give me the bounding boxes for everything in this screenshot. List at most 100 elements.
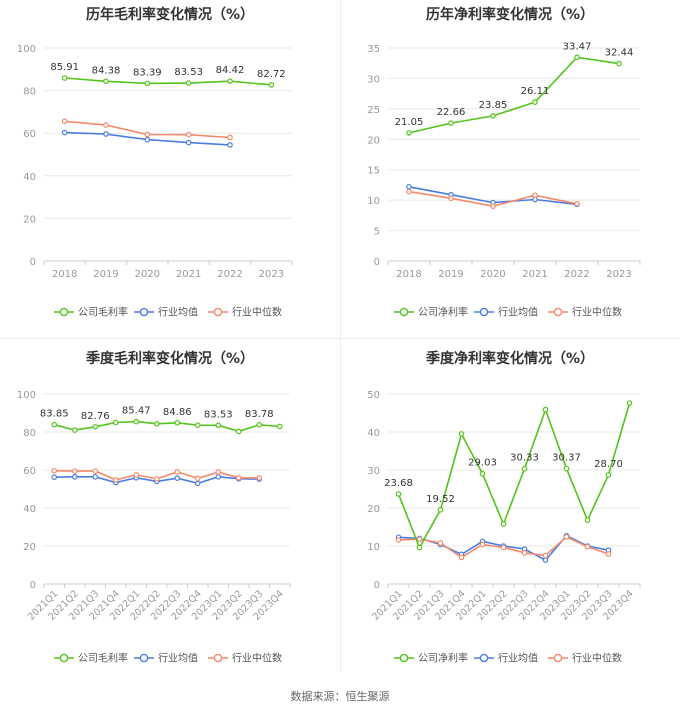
legend-label: 行业中位数 [572, 652, 622, 665]
legend-label: 公司净利率 [418, 652, 468, 665]
data-point-green [490, 113, 496, 119]
data-point-orange [500, 544, 507, 551]
data-point-orange [395, 537, 402, 543]
series-line-green [54, 420, 280, 433]
legend-marker [59, 653, 69, 663]
data-point-green [584, 517, 591, 523]
x-tick-label: 2019 [93, 269, 118, 280]
chart-title: 季度毛利率变化情况（%） [85, 350, 254, 367]
data-point-orange [185, 131, 192, 138]
data-point-orange [71, 468, 78, 474]
panel-divider-horizontal [0, 338, 680, 339]
data-label: 23.85 [479, 100, 508, 111]
data-point-orange [133, 472, 140, 478]
x-tick-label: 2020 [480, 269, 505, 280]
data-point-green [153, 421, 160, 427]
data-point-green [616, 60, 622, 67]
data-point-orange [406, 188, 412, 195]
data-point-blue [215, 474, 222, 480]
data-point-green [542, 406, 549, 413]
data-point-green [194, 422, 201, 428]
y-tick-label: 15 [367, 166, 380, 177]
chart-annual-net-margin: 历年净利率变化情况（%） 0 5 10 15 20 25 30 35 2018 2019 2020 20… [367, 6, 641, 319]
data-point-green [626, 400, 633, 406]
data-point-green [521, 465, 528, 472]
x-tick-label: 2021 [176, 269, 201, 280]
y-tick-label: 10 [367, 196, 380, 207]
legend-marker [59, 307, 69, 317]
y-tick-label: 20 [23, 542, 36, 553]
data-point-green [174, 419, 181, 426]
data-label: 30.33 [510, 453, 539, 464]
data-point-orange [153, 476, 160, 482]
data-label: 23.68 [384, 478, 413, 489]
data-point-green [458, 431, 465, 437]
data-point-blue [227, 142, 233, 148]
y-tick-label: 40 [23, 504, 36, 515]
data-label: 83.53 [204, 409, 233, 420]
data-label: 30.37 [552, 453, 581, 464]
chart-title: 历年净利率变化情况（%） [426, 6, 594, 23]
y-tick-label: 50 [367, 390, 380, 401]
y-tick-label: 80 [23, 87, 36, 98]
data-point-orange [490, 203, 496, 210]
data-point-orange [437, 540, 444, 546]
series-line-green [64, 77, 272, 86]
data-point-orange [605, 551, 612, 557]
data-point-blue [71, 474, 78, 480]
data-label: 82.72 [257, 69, 286, 80]
legend-label: 行业中位数 [232, 306, 282, 319]
data-point-blue [542, 557, 549, 563]
data-point-orange [521, 550, 528, 556]
y-tick-label: 10 [367, 542, 380, 553]
data-point-orange [227, 134, 233, 141]
series-line-green [397, 402, 631, 550]
data-point-green [133, 418, 140, 425]
data-point-green [71, 427, 78, 433]
data-point-green [574, 54, 580, 61]
x-tick-label: 2023 [259, 269, 284, 280]
data-point-blue [144, 136, 151, 143]
data-label: 26.11 [521, 86, 550, 97]
y-tick-label: 0 [30, 257, 36, 268]
legend-marker [399, 653, 409, 663]
chart-panel-annual-net-margin: 历年净利率变化情况（%） 0 5 10 15 20 25 30 35 2018 2019 2020 20… [340, 0, 680, 342]
data-point-green [437, 507, 444, 513]
data-label: 82.76 [81, 411, 110, 422]
data-point-orange [235, 474, 242, 481]
data-point-orange [542, 552, 549, 559]
x-tick-label: 2022 [564, 269, 589, 280]
data-point-orange [144, 131, 151, 138]
legend-marker [139, 307, 149, 317]
chart-quarterly-gross-margin: 季度毛利率变化情况（%）0204060801002021Q12021Q22021… [17, 350, 291, 665]
x-tick-label: 2021 [522, 269, 547, 280]
legend-label: 行业均值 [158, 652, 198, 665]
legend-marker [479, 307, 489, 317]
chart-panel-quarterly-net-margin: 季度净利率变化情况（%） 0 10 20 30 40 50 2021Q1 2021Q2 2021Q… [340, 338, 680, 682]
data-point-green [215, 422, 222, 429]
data-point-blue [103, 131, 109, 137]
data-point-orange [584, 543, 591, 550]
data-point-blue [406, 183, 412, 190]
data-point-green [276, 423, 283, 430]
data-point-orange [458, 554, 465, 561]
legend-label: 行业均值 [498, 652, 538, 665]
data-point-orange [448, 195, 454, 202]
legend-marker [553, 307, 563, 317]
y-tick-label: 35 [367, 44, 380, 55]
data-point-blue [194, 480, 201, 487]
y-tick-label: 100 [17, 390, 36, 401]
data-point-blue [51, 474, 58, 481]
data-point-orange [112, 477, 119, 483]
panel-divider-vertical [340, 0, 341, 672]
x-tick-label: 2020 [135, 269, 160, 280]
y-tick-label: 60 [23, 466, 36, 477]
data-point-green [448, 120, 454, 126]
data-point-orange [61, 118, 68, 125]
legend-marker [553, 653, 563, 663]
data-label: 85.91 [50, 62, 79, 73]
series-line-green [408, 56, 620, 134]
data-point-orange [194, 475, 201, 482]
y-tick-label: 100 [17, 44, 36, 55]
legend-label: 行业均值 [498, 306, 538, 319]
